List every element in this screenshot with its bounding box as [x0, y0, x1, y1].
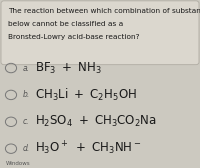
Text: $\mathregular{CH_3Li\ +\ C_2H_5OH}$: $\mathregular{CH_3Li\ +\ C_2H_5OH}$: [35, 87, 137, 103]
Text: $\mathregular{BF_3\ +\ NH_3}$: $\mathregular{BF_3\ +\ NH_3}$: [35, 60, 102, 76]
Text: a.: a.: [23, 64, 30, 73]
Text: d.: d.: [23, 144, 30, 153]
Text: $\mathregular{H_2SO_4\ +\ CH_3CO_2Na}$: $\mathregular{H_2SO_4\ +\ CH_3CO_2Na}$: [35, 114, 157, 129]
Text: c.: c.: [23, 117, 30, 126]
Text: The reaction between which combination of substances: The reaction between which combination o…: [8, 8, 200, 14]
Text: b.: b.: [23, 90, 30, 99]
Text: Windows: Windows: [6, 161, 31, 166]
Text: Bronsted-Lowry acid-base reaction?: Bronsted-Lowry acid-base reaction?: [8, 34, 140, 40]
Text: $\mathregular{H_3O^+\ +\ CH_3NH^-}$: $\mathregular{H_3O^+\ +\ CH_3NH^-}$: [35, 140, 142, 157]
FancyBboxPatch shape: [1, 1, 199, 65]
Text: below cannot be classified as a: below cannot be classified as a: [8, 21, 123, 27]
